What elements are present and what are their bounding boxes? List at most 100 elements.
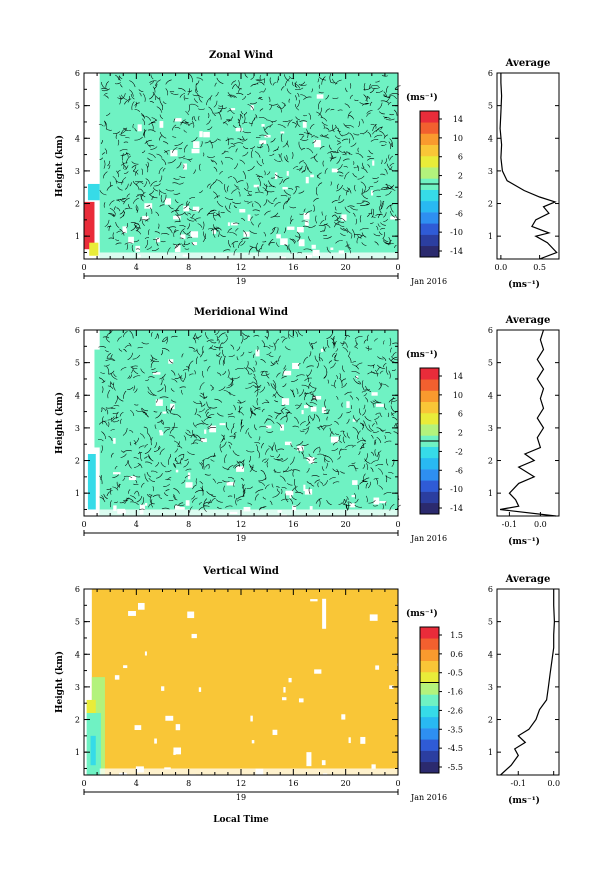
average-y-tick-label: 4: [488, 650, 493, 659]
missing-data-cell: [192, 206, 200, 212]
missing-data-cell: [174, 245, 181, 253]
missing-data-cell: [379, 501, 387, 504]
x-tick-label: 0: [81, 779, 86, 788]
x-tick-label: 0: [81, 263, 86, 272]
colorbar-tick-label: 6: [458, 410, 463, 419]
missing-data-cell: [348, 737, 351, 744]
missing-data-cell: [352, 419, 356, 422]
x-tick-label: 12: [236, 779, 246, 788]
missing-data-cell: [235, 127, 243, 132]
missing-data-cell: [198, 687, 202, 692]
missing-data-cell: [177, 507, 185, 510]
missing-data-cell: [351, 494, 355, 498]
missing-data-cell: [128, 476, 137, 481]
colorbar: (ms⁻¹) 14 10 6 2 -2 -6 -10 -14: [406, 92, 463, 258]
missing-data-cell: [174, 118, 182, 122]
missing-data-cell: [190, 231, 199, 238]
missing-data-cell: [134, 725, 142, 731]
missing-data-cell: [163, 258, 168, 265]
average-title: Average: [505, 315, 551, 326]
missing-data-cell: [185, 500, 190, 506]
y-tick-label: 2: [75, 457, 80, 466]
average-y-tick-label: 1: [488, 748, 493, 757]
missing-data-cell: [284, 441, 292, 446]
missing-data-cell: [138, 515, 143, 520]
y-axis-label: Height (km): [54, 651, 65, 713]
colorbar-segment: [420, 660, 439, 673]
colorbar-tick-label: 10: [453, 134, 463, 143]
missing-data-cell: [283, 687, 286, 693]
missing-data-cell: [309, 506, 313, 510]
missing-data-cell: [113, 472, 121, 475]
missing-data-cell: [164, 198, 171, 205]
colorbar-tick-label: 0.6: [450, 650, 463, 659]
colorbar-segment: [420, 212, 439, 224]
colorbar-segment: [420, 379, 439, 391]
average-frame: [496, 588, 560, 776]
colorbar-segment: [420, 155, 439, 168]
average-panel: Average 1 2 3 4 5 6 -0.1 0.0 (ms⁻¹): [488, 315, 560, 547]
missing-data-cell: [183, 205, 190, 212]
missing-data-cell: [301, 410, 304, 415]
average-panel: Average 1 2 3 4 5 6 -0.1 0.0 (ms⁻¹): [488, 574, 560, 806]
missing-data-cell: [285, 490, 294, 496]
missing-data-cell: [155, 399, 163, 406]
missing-data-cell: [159, 430, 162, 433]
colorbar-segment: [420, 412, 439, 425]
colorbar-segment: [420, 694, 439, 706]
field-background: [99, 330, 398, 516]
missing-data-cell: [276, 234, 281, 239]
missing-data-cell: [191, 148, 200, 154]
x-tick-label: 0: [395, 779, 400, 788]
y-tick-label: 6: [75, 69, 80, 78]
missing-data-cell: [200, 438, 207, 443]
field-patch: [86, 699, 96, 713]
colorbar-segment: [420, 649, 439, 661]
average-x-tick-label: -0.1: [502, 520, 517, 529]
average-x-tick-label: 0.0: [495, 263, 508, 272]
x-tick-label: 0: [81, 520, 86, 529]
missing-data-cell: [193, 141, 200, 149]
missing-data-cell: [144, 651, 147, 656]
missing-data-cell: [331, 258, 335, 264]
colorbar-tick-label: -14: [450, 504, 463, 513]
missing-data-cell: [173, 215, 181, 220]
y-tick-label: 1: [75, 748, 80, 757]
missing-data-cell: [175, 724, 181, 731]
x-axis-label: Local Time: [213, 815, 269, 825]
colorbar-segment: [420, 728, 439, 740]
missing-data-cell: [292, 505, 297, 511]
date-axis-month: Jan 2016: [410, 793, 447, 802]
y-tick-label: 4: [75, 134, 80, 143]
missing-data-cell: [317, 774, 322, 780]
x-tick-label: 12: [236, 520, 246, 529]
colorbar-unit: (ms⁻¹): [406, 349, 438, 360]
missing-data-cell: [304, 220, 309, 226]
field-background: [99, 73, 398, 259]
missing-data-cell: [288, 677, 292, 683]
missing-data-cell: [272, 729, 278, 735]
missing-data-cell: [122, 226, 127, 234]
average-x-tick-label: 0.5: [533, 263, 546, 272]
y-tick-label: 5: [75, 102, 80, 111]
colorbar-tick-label: -10: [450, 228, 463, 237]
average-title: Average: [505, 58, 551, 69]
x-tick-label: 4: [134, 779, 139, 788]
x-tick-label: 16: [288, 779, 298, 788]
average-x-tick-label: 0.0: [547, 779, 560, 788]
missing-data-cell: [306, 752, 312, 767]
colorbar-segment: [420, 761, 439, 774]
average-x-tick-label: -0.1: [511, 779, 526, 788]
missing-data-cell: [159, 121, 164, 128]
missing-data-cell: [113, 505, 117, 511]
missing-data-cell: [226, 481, 235, 486]
y-tick-label: 4: [75, 391, 80, 400]
y-tick-label: 3: [75, 683, 80, 692]
missing-data-cell: [183, 163, 187, 170]
missing-data-cell: [375, 665, 380, 670]
panel-title: Meridional Wind: [194, 307, 288, 318]
colorbar-segment: [420, 638, 439, 650]
average-y-tick-label: 6: [488, 326, 493, 335]
missing-data-cell: [306, 457, 315, 462]
